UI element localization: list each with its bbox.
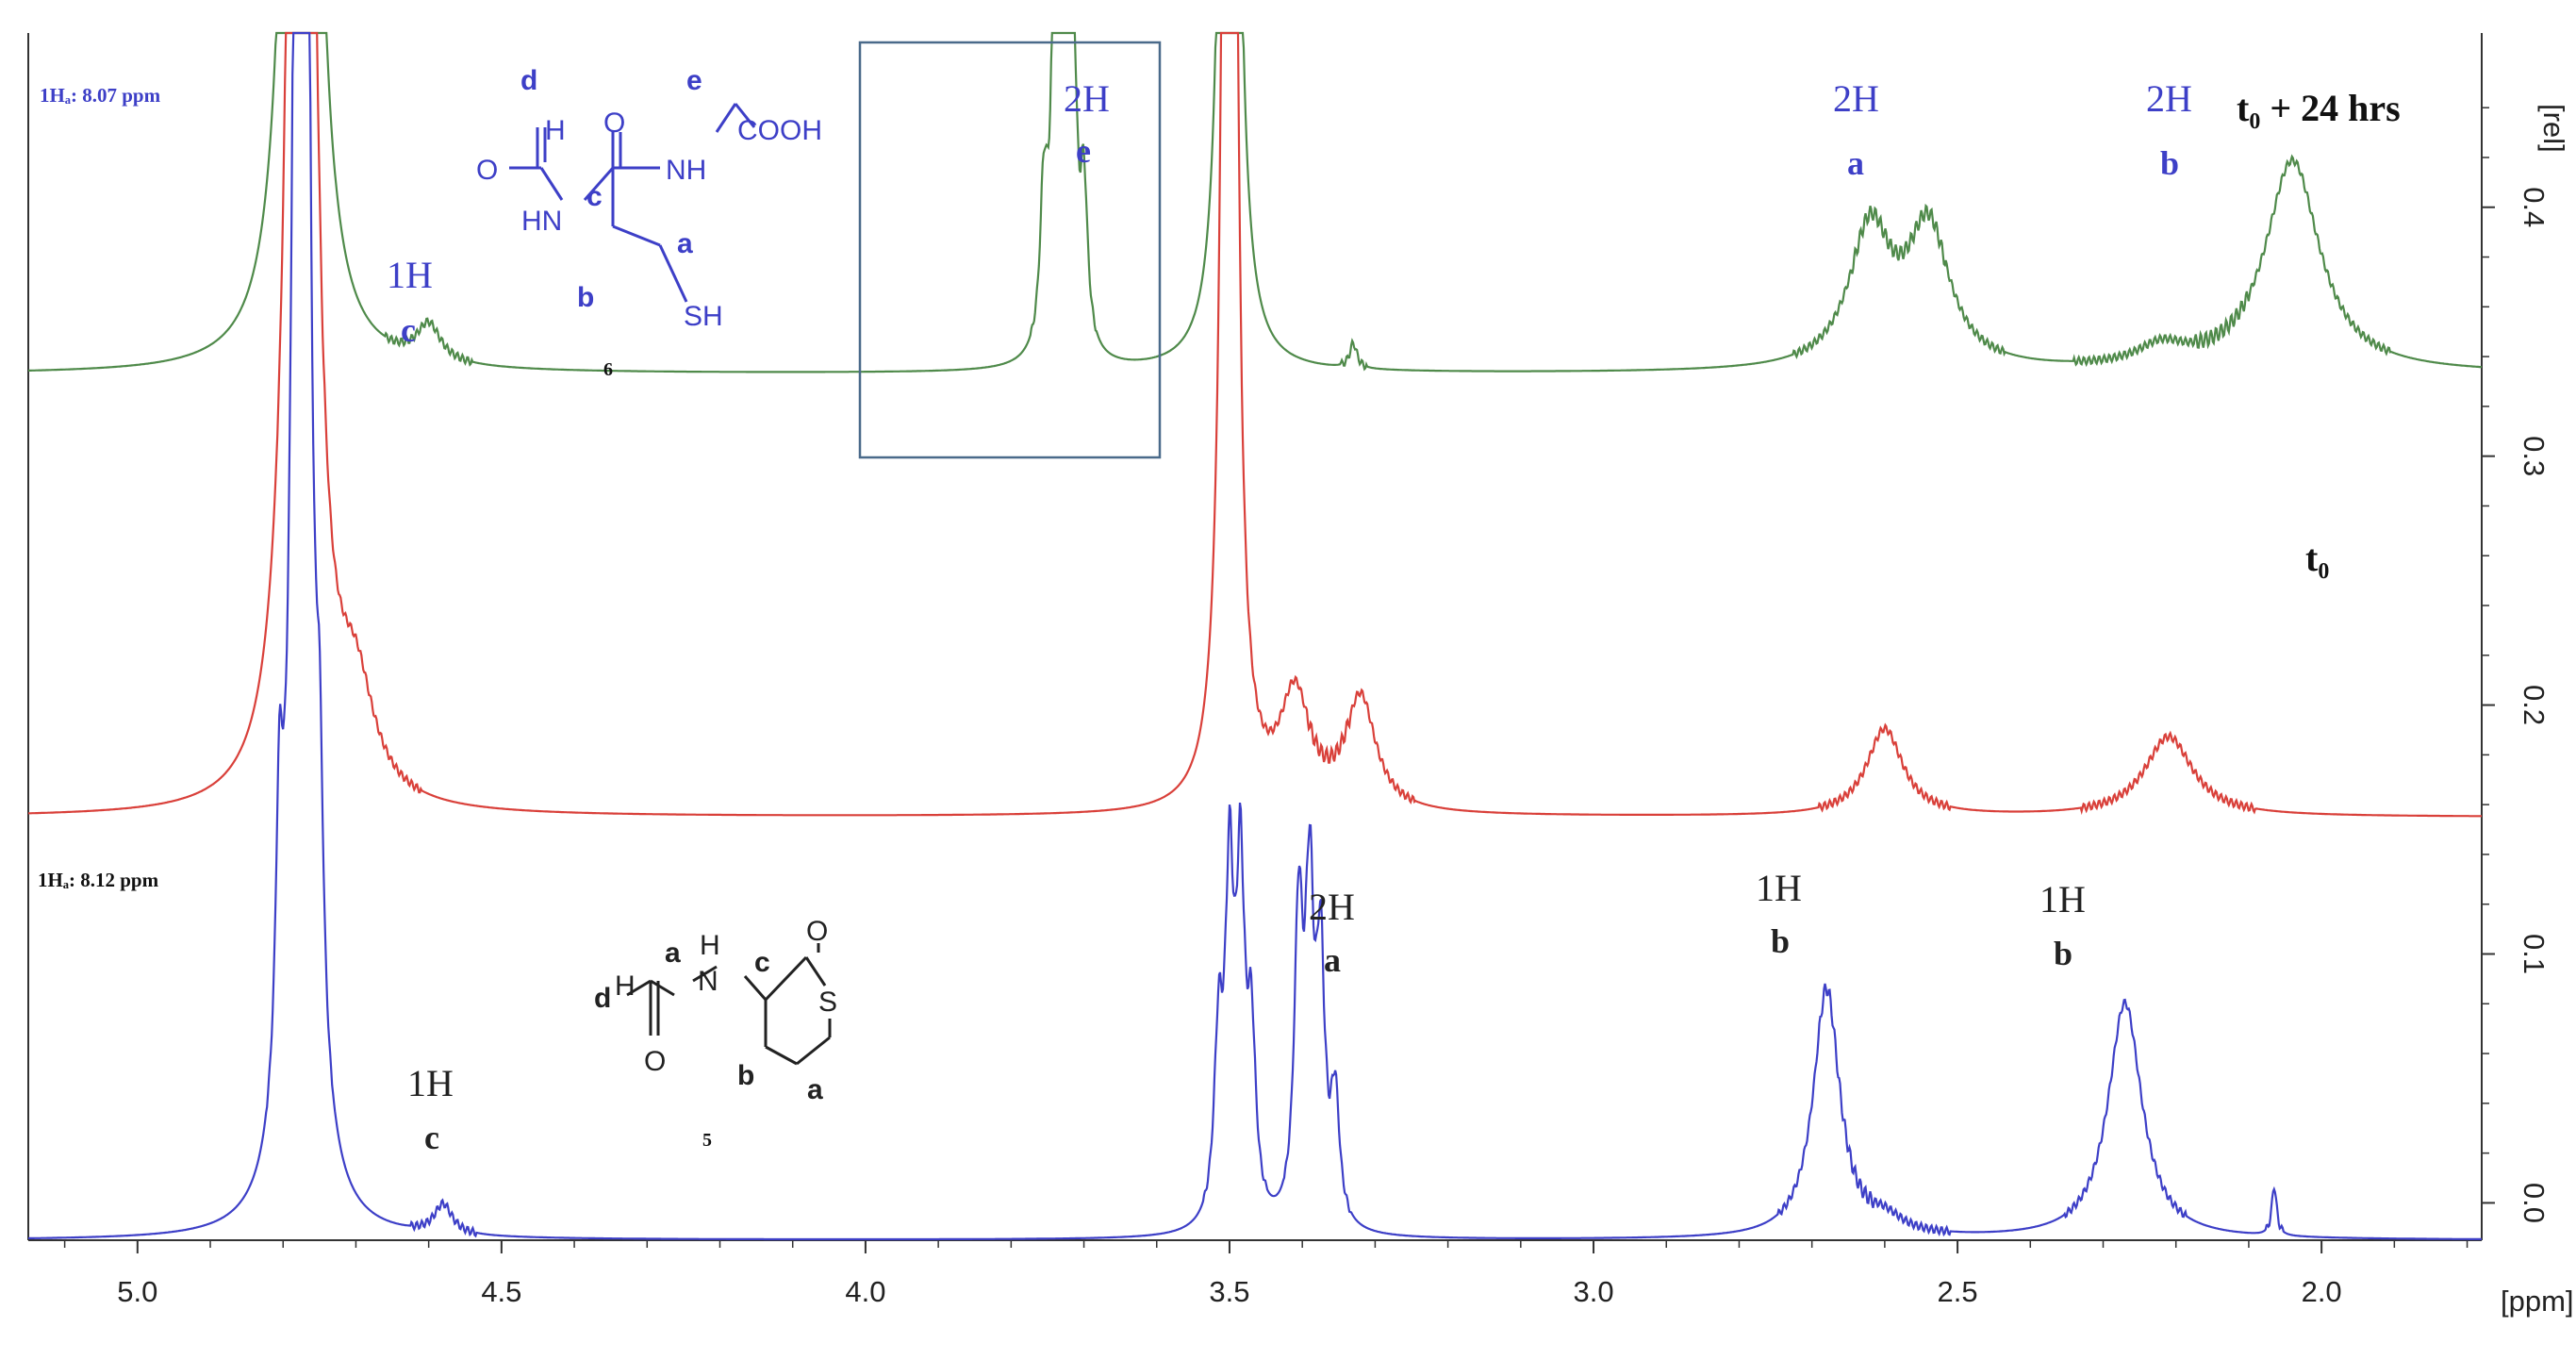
mol5-o-top: O: [806, 916, 828, 947]
mol5-c: c: [754, 947, 770, 978]
mol5-o-bottom: O: [644, 1046, 666, 1077]
y-tick-label: 0.1: [2518, 934, 2551, 974]
x-tick-label: 4.0: [845, 1275, 885, 1308]
mol5-nh-h: H: [700, 930, 720, 961]
top-peak-e-count: 2H: [1064, 77, 1110, 120]
mol6-a: a: [677, 228, 693, 259]
mol6-o-right: O: [603, 108, 625, 139]
bottom-peak-a-letter: a: [1324, 941, 1341, 979]
trace-middle: [28, 31, 2482, 818]
mol6-nh-left: HN: [521, 206, 562, 237]
molecule-5-structure: [626, 943, 832, 1066]
top-h-label: 1Hₐ: 8.07 ppm: [40, 84, 161, 107]
top-peak-a-letter: a: [1847, 144, 1864, 182]
mol6-c: c: [586, 181, 603, 212]
bottom-peak-c-count: 1H: [407, 1062, 454, 1104]
trace-top: [28, 31, 2483, 373]
spectrum-traces: [28, 31, 2483, 1241]
mol6-formyl-h: H: [545, 115, 566, 146]
top-peak-b-letter: b: [2160, 144, 2179, 182]
mol5-number: 5: [702, 1130, 712, 1151]
x-tick-label: 3.0: [1573, 1275, 1613, 1308]
top-peak-c-count: 1H: [387, 254, 433, 296]
top-trace-annotations: 1Hₐ: 8.07 ppm 1H c 2H e 2H a 2H b t₀ + 2…: [40, 77, 2401, 349]
bottom-peak-a-count: 2H: [1309, 886, 1355, 928]
y-tick-label: 0.2: [2518, 685, 2551, 725]
bottom-peak-b1-letter: b: [1771, 922, 1790, 960]
top-condition-label: t₀ + 24 hrs: [2237, 87, 2401, 129]
bottom-trace-annotations: 1Hₐ: 8.12 ppm 1H c 2H a 1H b 1H b: [38, 867, 2086, 1156]
mol6-o-left: O: [476, 155, 498, 186]
top-peak-c-letter: c: [401, 311, 416, 349]
top-peak-e-letter: e: [1076, 132, 1091, 170]
mol5-s: S: [818, 987, 837, 1018]
trace-bottom: [28, 31, 2482, 1241]
x-axis: 5.0 4.5 4.0 3.5 3.0 2.5 2.0: [63, 1240, 2469, 1308]
y-axis-label: [rel]: [2537, 104, 2570, 153]
y-tick-label: 0.3: [2518, 436, 2551, 476]
mol5-n: N: [698, 966, 718, 997]
y-tick-label: 0.0: [2518, 1183, 2551, 1223]
mol6-sh: SH: [684, 301, 723, 332]
mol6-cooh: COOH: [737, 115, 822, 146]
inset-highlight-box: [858, 41, 1162, 459]
x-tick-label: 4.5: [481, 1275, 521, 1308]
top-peak-b-count: 2H: [2146, 77, 2192, 120]
bottom-h-label: 1Hₐ: 8.12 ppm: [38, 869, 159, 891]
mol6-nh-right: NH: [666, 155, 706, 186]
plot-frame: [27, 33, 2483, 1241]
molecule-6-labels: d H O HN c O NH e COOH b a SH 6: [476, 65, 822, 380]
x-tick-label: 2.0: [2302, 1275, 2342, 1308]
mol5-d: d: [594, 983, 611, 1014]
bottom-peak-b2-letter: b: [2054, 935, 2072, 972]
mol5-h: H: [615, 970, 636, 1002]
mol6-number: 6: [603, 359, 613, 380]
x-axis-label: [ppm]: [2501, 1285, 2574, 1318]
top-peak-a-count: 2H: [1833, 77, 1879, 120]
y-tick-label: 0.4: [2518, 187, 2551, 227]
mol5-a2: a: [807, 1074, 823, 1105]
molecule-5-labels: d H a H N c O S O b a 5: [594, 916, 837, 1151]
mol6-e: e: [686, 65, 702, 96]
x-tick-label: 2.5: [1938, 1275, 1978, 1308]
x-tick-label: 5.0: [117, 1275, 157, 1308]
bottom-peak-b1-count: 1H: [1756, 867, 1802, 909]
y-axis: 0.0 0.1 0.2 0.3 0.4: [2482, 107, 2551, 1223]
bottom-peak-c-letter: c: [424, 1119, 439, 1156]
mol6-d: d: [520, 65, 537, 96]
mol5-b: b: [737, 1060, 754, 1091]
middle-condition-label: t₀: [2305, 537, 2329, 579]
mol5-a: a: [665, 937, 681, 969]
mol6-b: b: [577, 282, 594, 313]
bottom-peak-b2-count: 1H: [2039, 878, 2086, 920]
molecule-6-structure: [509, 103, 756, 303]
x-tick-label: 3.5: [1209, 1275, 1249, 1308]
